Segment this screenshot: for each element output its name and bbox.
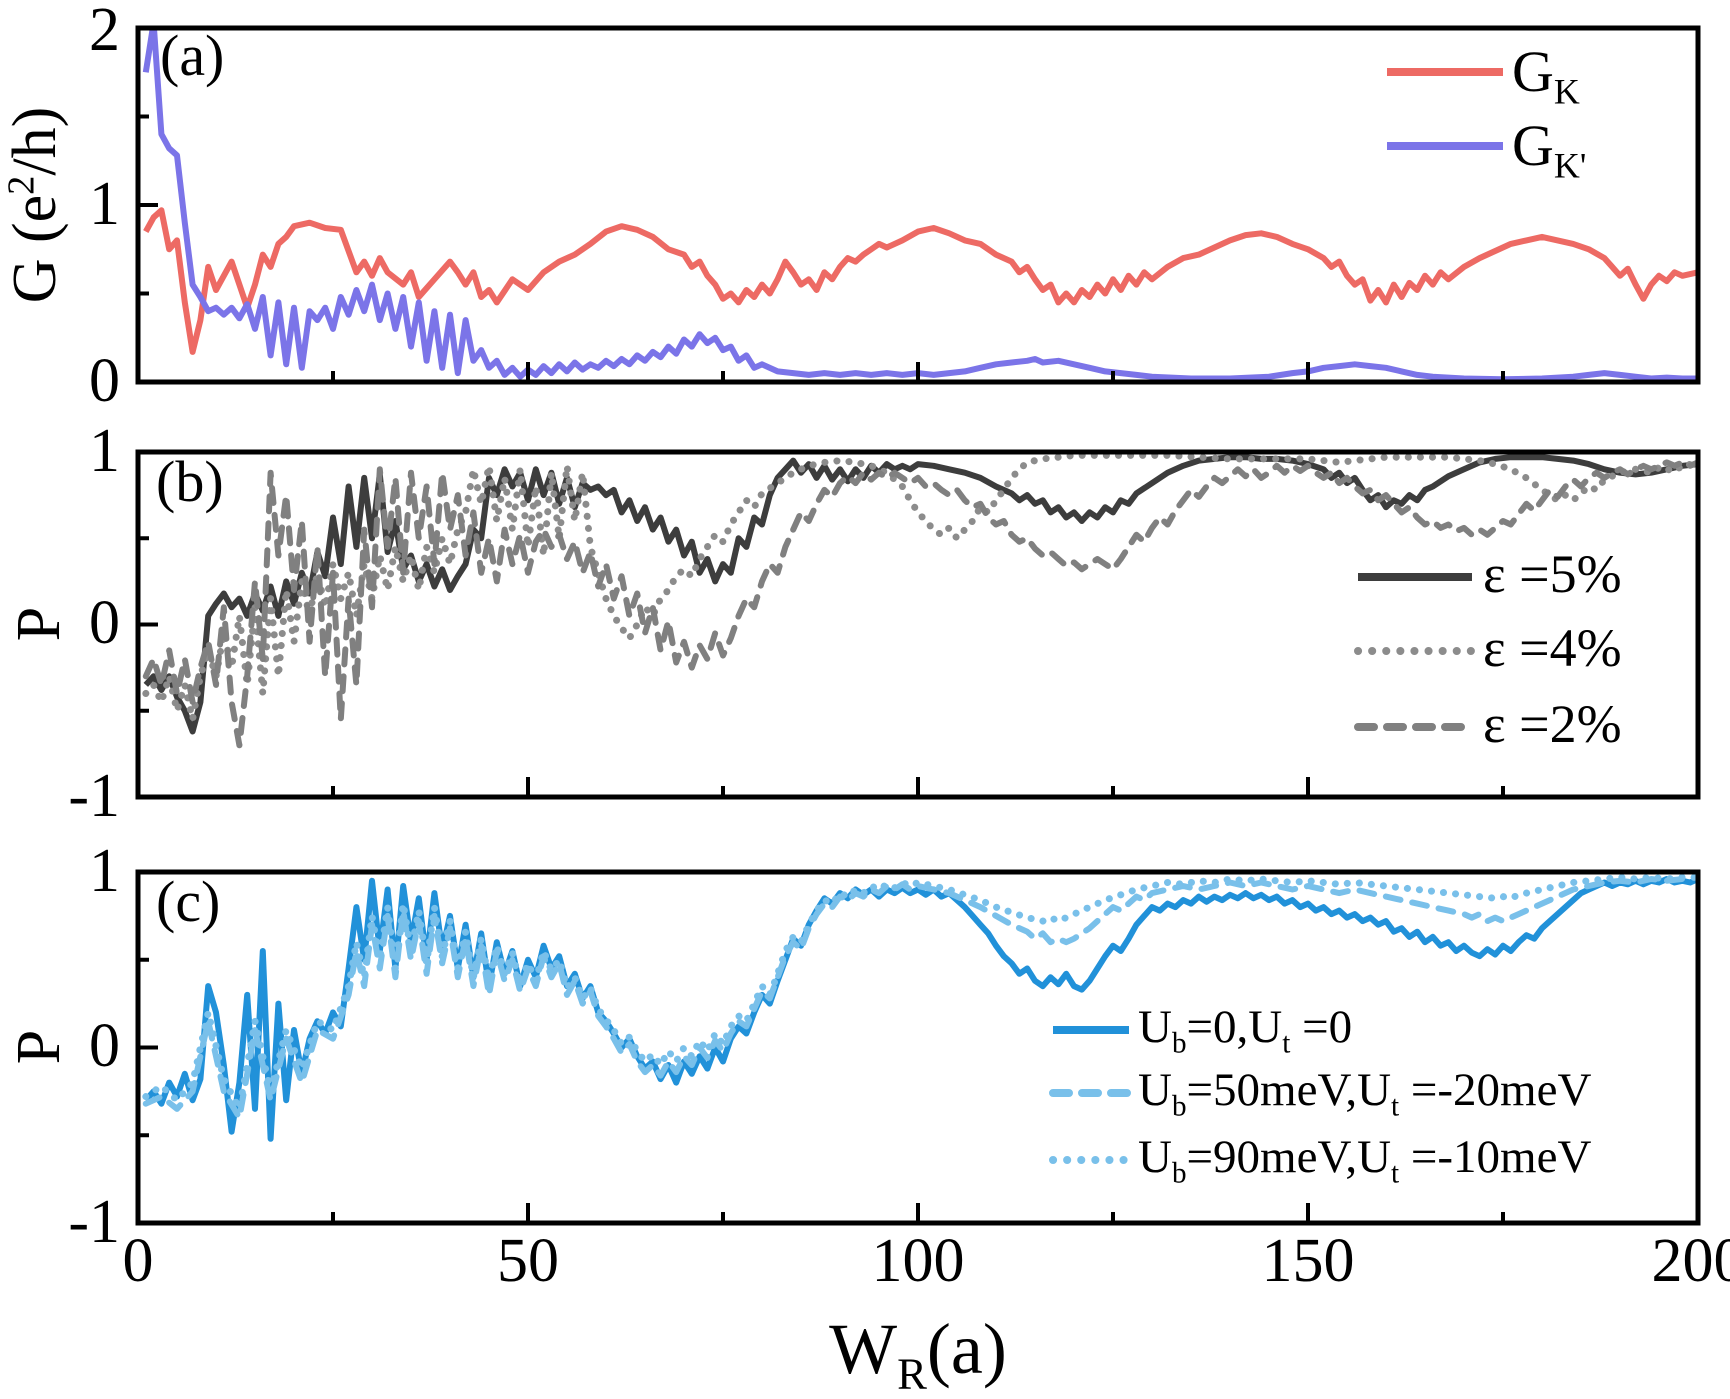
legend-swatches	[1049, 68, 1503, 1164]
x-label-base: W	[829, 1309, 898, 1389]
panel-c-ytick-1: 1	[89, 837, 120, 905]
y-label-c-base: P	[5, 1029, 73, 1065]
legend-u0-mid: =0,U	[1186, 1001, 1283, 1053]
panel-frames	[135, 25, 1701, 1226]
legend-gkp-sub: K'	[1553, 145, 1587, 186]
y-label-b-base: P	[5, 606, 73, 642]
panel-a-letter: (a)	[160, 23, 225, 88]
legend-a-item-gk-label: GK	[1512, 39, 1580, 110]
xtick-150: 150	[1261, 1227, 1355, 1295]
legend-u50-pre: U	[1138, 1064, 1172, 1116]
legend-u90-sub1: b	[1171, 1157, 1187, 1190]
legend-gk-sub: K	[1553, 71, 1580, 112]
legend-u0-sub1: b	[1171, 1027, 1187, 1060]
legend-u90-sub2: t	[1391, 1157, 1400, 1190]
legend-c-item-u90-label: Ub=90meV,Ut =-10meV	[1138, 1131, 1592, 1188]
legend-b-item-eps4-label: ε =4%	[1483, 618, 1622, 678]
x-axis-label: WR(a)	[768, 1309, 1068, 1396]
series-eps=5%	[143, 454, 1698, 735]
legend-c-item-u50-label: Ub=50meV,Ut =-20meV	[1138, 1064, 1592, 1121]
y-label-a-base: G (e	[1, 194, 69, 304]
legend-u0-pre: U	[1138, 1001, 1172, 1053]
panel-a-ytick-2: 2	[89, 0, 120, 64]
xtick-50: 50	[497, 1227, 559, 1295]
series-eps=2%	[142, 459, 1698, 749]
y-axis-label-a: G (e2/h)	[0, 25, 73, 385]
legend-gkp-base: G	[1512, 113, 1554, 178]
panel-b-ytick-0: 0	[89, 589, 120, 657]
panel-b-letter: (b)	[156, 449, 224, 514]
xtick-200: 200	[1651, 1227, 1730, 1295]
legend-u0-sub2: t	[1282, 1027, 1291, 1060]
series-G_K	[143, 207, 1698, 355]
legend-u50-sub1: b	[1171, 1090, 1187, 1123]
y-label-a-sup: 2	[0, 175, 43, 195]
panel-b-ytick-1: 1	[89, 417, 120, 485]
legend-u0-post: =0	[1290, 1001, 1353, 1053]
panel-b-frame	[135, 449, 1701, 800]
xtick-100: 100	[871, 1227, 965, 1295]
legend-b-item-eps5-label: ε =5%	[1483, 544, 1622, 604]
legend-c-item-u0-label: Ub=0,Ut =0	[1138, 1001, 1353, 1058]
legend-b-item-eps2-label: ε =2%	[1483, 694, 1622, 754]
panel-c-ytick-0: 0	[89, 1012, 120, 1080]
legend-u90-mid: =90meV,U	[1186, 1131, 1392, 1183]
y-label-a-rest: /h)	[1, 106, 69, 176]
axis-ticks	[138, 114, 1505, 1223]
panel-a-curves	[142, 28, 1698, 382]
legend-u90-pre: U	[1138, 1131, 1172, 1183]
legend-u90-post: =-10meV	[1399, 1131, 1592, 1183]
legend-u50-sub2: t	[1391, 1090, 1400, 1123]
legend-gk-base: G	[1512, 39, 1554, 104]
y-axis-label-c: P	[5, 1007, 77, 1087]
legend-u50-post: =-20meV	[1399, 1064, 1592, 1116]
xtick-0: 0	[122, 1227, 154, 1295]
series-G_K'	[142, 28, 1698, 382]
legend-a-item-gkp-label: GK'	[1512, 113, 1586, 184]
panel-b-curves	[142, 452, 1698, 749]
legend-u50-mid: =50meV,U	[1186, 1064, 1392, 1116]
panel-a-ytick-0: 0	[89, 347, 120, 415]
x-label-rest: (a)	[926, 1309, 1007, 1389]
panel-c-curves	[142, 873, 1698, 1142]
panel-a-ytick-1: 1	[89, 170, 120, 238]
panel-c-ytick-neg1: -1	[68, 1188, 120, 1256]
y-axis-label-b: P	[5, 584, 77, 664]
panel-c-letter: (c)	[156, 869, 221, 934]
series-Ub=0,Ut=0	[143, 876, 1698, 1142]
panel-a-frame	[135, 25, 1701, 385]
x-label-sub: R	[897, 1348, 927, 1399]
series-Ub=90meV,Ut=-10meV	[142, 873, 1698, 1113]
panel-b-ytick-neg1: -1	[68, 762, 120, 830]
